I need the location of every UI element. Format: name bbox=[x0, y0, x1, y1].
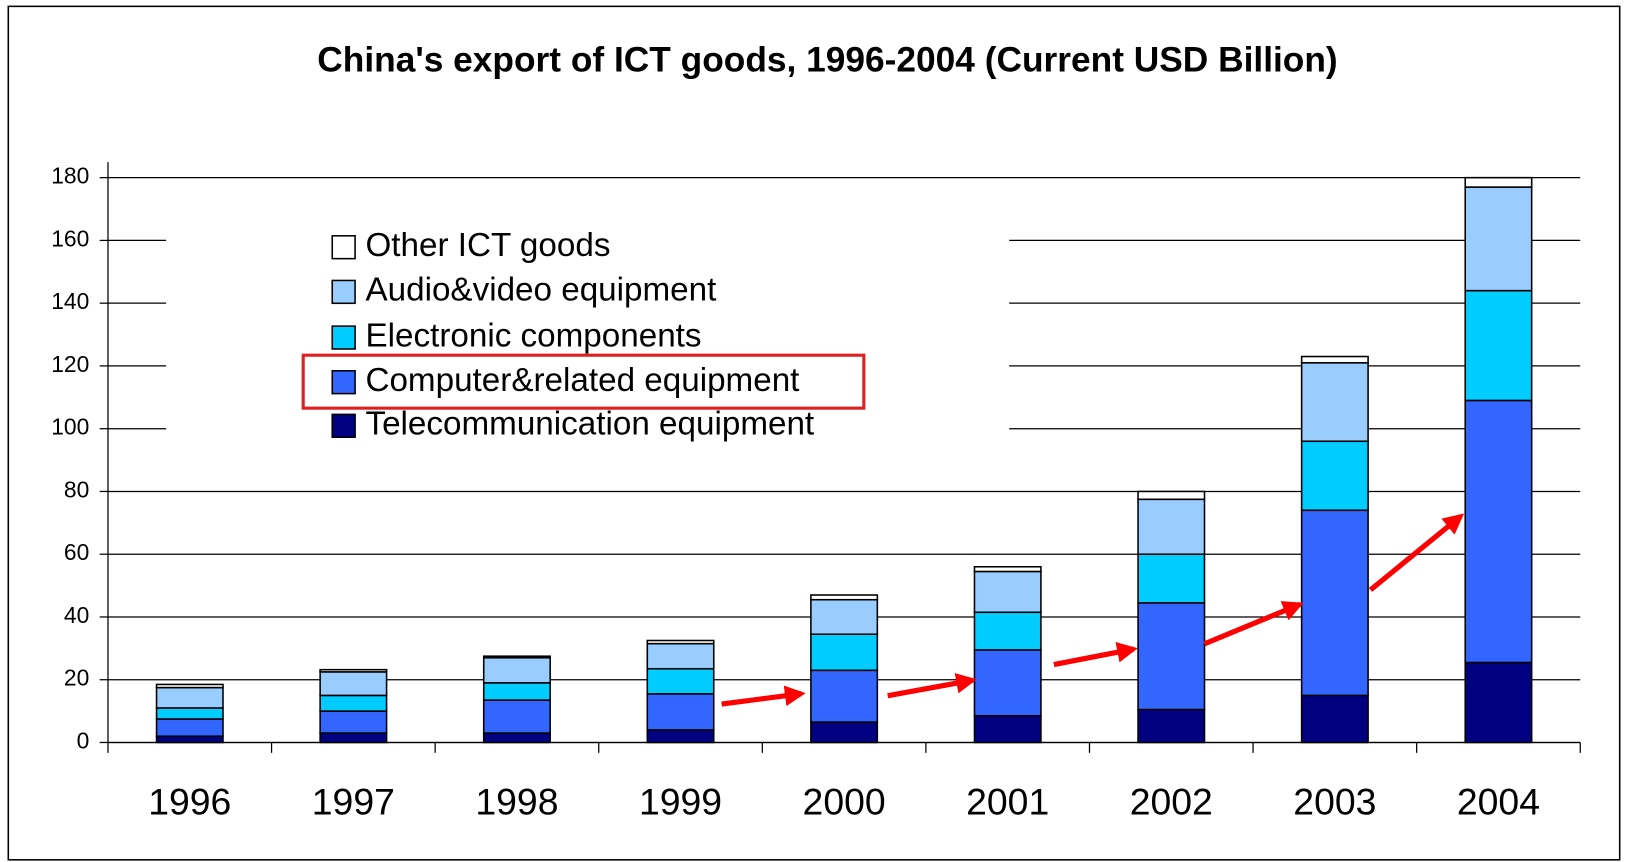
bar-segment bbox=[1464, 186, 1533, 292]
bar-segment bbox=[810, 721, 879, 744]
bar-segment bbox=[1464, 289, 1533, 402]
y-tick-label: 120 bbox=[51, 351, 89, 377]
arrow bbox=[1053, 642, 1138, 668]
y-tick-label: 140 bbox=[51, 288, 89, 314]
bar-segment bbox=[1300, 694, 1369, 744]
bar-segment bbox=[646, 667, 715, 695]
bar-segment bbox=[319, 668, 388, 673]
legend-label: Other ICT goods bbox=[365, 227, 610, 264]
legend-swatch bbox=[331, 235, 356, 260]
y-tick-label: 0 bbox=[77, 728, 90, 754]
x-tick-label: 1998 bbox=[475, 781, 558, 823]
bar-segment bbox=[1300, 355, 1369, 364]
bar-segment bbox=[155, 707, 224, 720]
bar-segment bbox=[810, 633, 879, 672]
bar-segment bbox=[973, 649, 1042, 717]
bar-segment bbox=[973, 611, 1042, 651]
y-tick-label: 20 bbox=[64, 665, 89, 691]
bar-segment bbox=[482, 699, 551, 734]
bar-segment bbox=[646, 729, 715, 744]
bar-segment bbox=[1137, 553, 1206, 604]
bar-segment bbox=[973, 570, 1042, 614]
bar-segment bbox=[155, 686, 224, 709]
bar-segment bbox=[646, 642, 715, 670]
y-tick-label: 100 bbox=[51, 414, 89, 440]
bar-segment bbox=[810, 598, 879, 636]
legend-swatch bbox=[331, 325, 356, 350]
bar-segment bbox=[1137, 602, 1206, 711]
arrow bbox=[721, 685, 806, 707]
bar-segment bbox=[1300, 440, 1369, 512]
bar-segment bbox=[810, 594, 879, 601]
bar-segment bbox=[155, 683, 224, 689]
bar-segment bbox=[319, 694, 388, 712]
x-tick-label: 2001 bbox=[966, 781, 1049, 823]
bar-segment bbox=[1300, 362, 1369, 443]
bar-segment bbox=[646, 639, 715, 645]
bar-segment bbox=[810, 669, 879, 723]
legend-swatch bbox=[331, 413, 356, 439]
arrow bbox=[1203, 601, 1304, 647]
legend-label: Telecommunication equipment bbox=[365, 406, 814, 443]
legend: Telecommunication equipment Computer&rela… bbox=[301, 227, 866, 443]
legend-background bbox=[166, 207, 1010, 457]
bar-segment bbox=[319, 671, 388, 697]
bar-segment bbox=[319, 732, 388, 744]
bar-segment bbox=[319, 710, 388, 734]
x-tick-label: 2000 bbox=[803, 781, 886, 823]
bar-segment bbox=[1300, 509, 1369, 697]
bar-segment bbox=[155, 718, 224, 737]
x-tick-label: 1999 bbox=[639, 781, 722, 823]
bar-segment bbox=[482, 656, 551, 684]
chart-title: China's export of ICT goods, 1996-2004 (… bbox=[317, 41, 1337, 80]
x-tick-label: 2004 bbox=[1457, 781, 1540, 823]
plot: 0 20 40 60 80 100 120 140 160 180 1996 1997 1998 1999… bbox=[51, 162, 1581, 823]
arrow bbox=[1368, 513, 1465, 592]
legend-swatch bbox=[331, 370, 356, 395]
bar-segment bbox=[1137, 490, 1206, 501]
y-tick-label: 60 bbox=[64, 539, 89, 565]
arrows bbox=[721, 513, 1465, 707]
x-tick-label: 2002 bbox=[1130, 781, 1213, 823]
bar-segment bbox=[1137, 708, 1206, 744]
bar-segment bbox=[155, 735, 224, 744]
y-tick-label: 80 bbox=[64, 476, 89, 502]
bar-segment bbox=[973, 715, 1042, 744]
bar-segment bbox=[1464, 399, 1533, 664]
bar-segment bbox=[1464, 661, 1533, 744]
legend-label: Computer&related equipment bbox=[365, 362, 799, 399]
y-tick-label: 40 bbox=[64, 602, 89, 628]
y-tick-label: 180 bbox=[51, 163, 89, 189]
bar-segment bbox=[482, 732, 551, 744]
y-tick-label: 160 bbox=[51, 225, 89, 251]
bar-segment bbox=[646, 693, 715, 731]
legend-swatch bbox=[331, 279, 356, 305]
highlight-box bbox=[301, 353, 866, 410]
x-tick-label: 2003 bbox=[1293, 781, 1376, 823]
x-tick-label: 1997 bbox=[312, 781, 395, 823]
legend-label: Electronic components bbox=[365, 317, 701, 354]
legend-label: Audio&video equipment bbox=[365, 272, 716, 309]
bar-segment bbox=[482, 655, 551, 659]
bar-segment bbox=[973, 565, 1042, 573]
bar-segment bbox=[482, 682, 551, 701]
x-tick-label: 1996 bbox=[148, 781, 231, 823]
arrow bbox=[887, 672, 977, 699]
bar-segment bbox=[1137, 498, 1206, 555]
bar-segment bbox=[1464, 176, 1533, 188]
